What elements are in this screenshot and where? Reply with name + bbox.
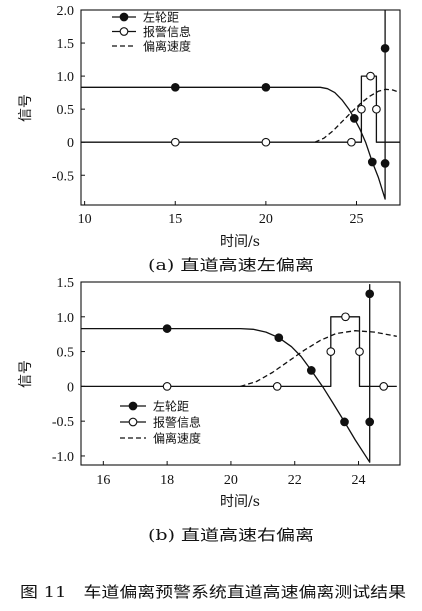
legend-marker — [128, 417, 138, 427]
x-tick-label: 15 — [168, 212, 182, 227]
legend-label: 报警信息 — [153, 415, 201, 430]
y-tick-label: -0.5 — [52, 169, 74, 184]
data-point-marker — [274, 333, 284, 343]
legend-label: 左轮距 — [153, 399, 189, 414]
data-point-marker — [366, 71, 375, 81]
data-point-marker — [170, 82, 180, 92]
data-point-marker — [372, 104, 381, 114]
plot-frame — [80, 9, 401, 206]
series-line — [240, 330, 397, 388]
data-point-marker — [355, 347, 364, 356]
data-point-marker — [347, 137, 356, 147]
data-point-marker — [306, 366, 316, 375]
x-tick-label: 24 — [352, 473, 366, 488]
y-tick-label: 0.5 — [57, 103, 75, 118]
x-tick-label: 20 — [224, 473, 238, 488]
x-tick-label: 25 — [350, 212, 364, 227]
y-tick-label: 2.0 — [57, 4, 75, 19]
y-tick-label: -0.5 — [52, 415, 74, 430]
y-tick-label: 0.5 — [57, 346, 75, 361]
y-tick-label: -1.0 — [52, 450, 74, 465]
x-tick-label: 18 — [160, 473, 174, 488]
figure-caption: 图 11 车道偏离预警系统直道高速偏离测试结果 — [20, 583, 406, 601]
series-line — [314, 88, 400, 143]
data-point-marker — [357, 104, 366, 114]
x-tick-label: 20 — [259, 212, 273, 227]
data-point-marker — [380, 43, 390, 53]
data-point-marker — [341, 312, 350, 322]
y-tick-label: 1.5 — [57, 276, 75, 291]
subplot-caption: (a) 直道高速左偏离 — [148, 256, 314, 274]
y-tick-label: 0 — [67, 380, 74, 395]
data-point-marker — [365, 289, 375, 299]
data-point-marker — [162, 382, 172, 391]
data-point-marker — [340, 417, 349, 427]
series-line — [81, 284, 371, 463]
data-point-marker — [365, 417, 375, 427]
subplot-caption: (b) 直道高速右偏离 — [148, 526, 314, 544]
legend-label: 报警信息 — [143, 24, 191, 39]
legend-marker — [119, 27, 129, 36]
y-axis-title: 信号 — [18, 94, 34, 122]
legend-label: 偏离速度 — [143, 39, 191, 54]
y-tick-label: 1.0 — [57, 70, 75, 85]
x-tick-label: 16 — [96, 473, 110, 488]
legend-marker — [128, 401, 138, 411]
data-point-marker — [349, 114, 359, 123]
data-point-marker — [272, 382, 282, 391]
data-point-marker — [380, 159, 390, 168]
data-point-marker — [261, 82, 271, 92]
data-point-marker — [162, 324, 172, 333]
x-tick-label: 10 — [78, 212, 92, 227]
data-point-marker — [379, 382, 389, 391]
x-axis-title: 时间/s — [220, 234, 260, 250]
legend-label: 偏离速度 — [153, 431, 201, 446]
data-point-marker — [367, 157, 377, 167]
x-tick-label: 22 — [288, 473, 302, 488]
x-axis-title: 时间/s — [220, 494, 260, 510]
legend-marker — [119, 12, 129, 22]
data-point-marker — [326, 347, 336, 356]
data-point-marker — [170, 137, 180, 147]
y-axis-title: 信号 — [18, 360, 34, 388]
plot-frame — [80, 281, 401, 466]
legend-label: 左轮距 — [143, 10, 179, 25]
y-tick-label: 1.5 — [57, 37, 75, 52]
y-tick-label: 1.0 — [57, 311, 75, 326]
data-point-marker — [261, 137, 271, 147]
y-tick-label: 0 — [67, 136, 74, 151]
